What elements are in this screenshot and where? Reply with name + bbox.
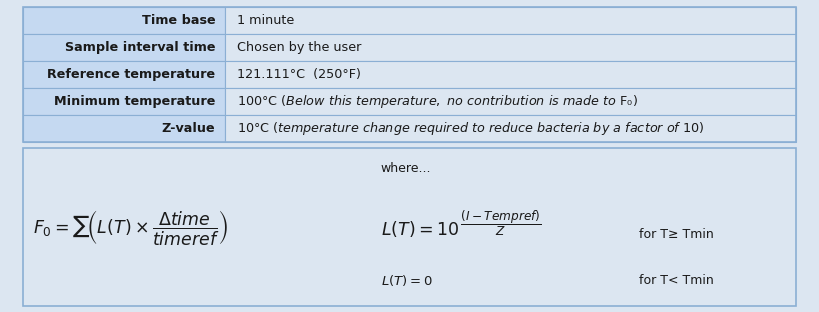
Text: Reference temperature: Reference temperature: [48, 68, 215, 81]
Bar: [23, 7, 796, 142]
Text: 10°C ($\mathit{temperature\ change\ required\ to\ reduce\ bacteria\ by\ a\ facto: 10°C ($\mathit{temperature\ change\ requ…: [237, 120, 704, 137]
Bar: [23, 34, 225, 61]
Bar: [225, 115, 796, 142]
Text: for T< Tmin: for T< Tmin: [639, 274, 713, 287]
Bar: [225, 7, 796, 34]
Bar: [23, 148, 796, 306]
Text: Minimum temperature: Minimum temperature: [54, 95, 215, 108]
Bar: [23, 7, 225, 34]
Text: $L(T) = 10^{\,\dfrac{(I-Tempref)}{Z}}$: $L(T) = 10^{\,\dfrac{(I-Tempref)}{Z}}$: [381, 209, 541, 240]
Bar: [225, 34, 796, 61]
Text: for T≥ Tmin: for T≥ Tmin: [639, 227, 713, 241]
Text: $L(T) = 0$: $L(T) = 0$: [381, 273, 432, 288]
Bar: [23, 61, 225, 88]
Bar: [225, 88, 796, 115]
Text: Time base: Time base: [142, 14, 215, 27]
Text: Chosen by the user: Chosen by the user: [237, 41, 361, 54]
Text: where...: where...: [381, 162, 432, 175]
Text: 1 minute: 1 minute: [237, 14, 294, 27]
Bar: [23, 88, 225, 115]
Text: 100°C ($\mathit{Below\ this\ temperature,\ no\ contribution\ is\ made\ to\ }$F₀): 100°C ($\mathit{Below\ this\ temperature…: [237, 93, 638, 110]
Bar: [23, 115, 225, 142]
Bar: [225, 61, 796, 88]
Text: Sample interval time: Sample interval time: [65, 41, 215, 54]
Text: $F_0 = \sum\!\left( L(T) \times \dfrac{\Delta time}{timeref} \right)$: $F_0 = \sum\!\left( L(T) \times \dfrac{\…: [33, 208, 228, 247]
Text: Z-value: Z-value: [162, 122, 215, 135]
Text: 121.111°C  (250°F): 121.111°C (250°F): [237, 68, 360, 81]
